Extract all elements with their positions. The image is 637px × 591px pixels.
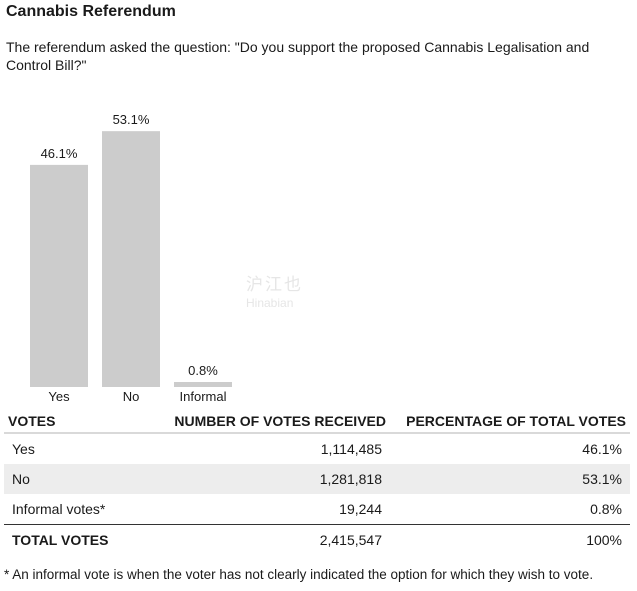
bar-no	[102, 131, 160, 387]
bar-yes	[30, 164, 88, 387]
row-votes: 1,281,818	[162, 464, 390, 494]
tick-label-no: No	[123, 389, 140, 404]
row-percentage: 53.1%	[390, 464, 630, 494]
row-percentage: 46.1%	[582, 441, 622, 457]
data-label-no: 53.1%	[113, 112, 150, 127]
total-row: TOTAL VOTES 2,415,547 100%	[4, 524, 630, 554]
total-label: TOTAL VOTES	[4, 524, 162, 554]
header-votes: VOTES	[4, 410, 162, 434]
header-number-of-votes: NUMBER OF VOTES RECEIVED	[162, 410, 390, 434]
row-votes: 1,114,485	[320, 441, 382, 457]
bar-informal	[174, 382, 232, 387]
row-label: Informal votes*	[12, 501, 106, 517]
votes-table: VOTES NUMBER OF VOTES RECEIVED PERCENTAG…	[4, 410, 630, 554]
row-label: No	[4, 464, 162, 494]
row-votes: 19,244	[339, 501, 382, 517]
table-row: Informal votes* 19,244 0.8%	[4, 494, 630, 525]
table-header-row: VOTES NUMBER OF VOTES RECEIVED PERCENTAG…	[4, 410, 630, 434]
footnote: * An informal vote is when the voter has…	[4, 567, 594, 582]
watermark: 沪江也 Hinabian	[246, 275, 303, 310]
question-text: The referendum asked the question: "Do y…	[6, 39, 590, 73]
row-label: Yes	[12, 441, 35, 457]
row-percentage: 0.8%	[590, 501, 622, 517]
total-percentage: 100%	[390, 524, 630, 554]
header-percentage: PERCENTAGE OF TOTAL VOTES	[390, 410, 630, 434]
tick-label-informal: Informal	[180, 389, 227, 404]
data-label-informal: 0.8%	[188, 363, 218, 378]
data-label-yes: 46.1%	[41, 146, 78, 161]
bar-chart: 46.1% Yes 53.1% No 0.8% Informal	[30, 112, 232, 404]
table-row: Yes 1,114,485 46.1%	[4, 433, 630, 464]
tick-label-yes: Yes	[48, 389, 70, 404]
total-votes: 2,415,547	[162, 524, 390, 554]
chart-title: Cannabis Referendum	[6, 3, 176, 20]
table-row: No 1,281,818 53.1%	[4, 464, 630, 494]
